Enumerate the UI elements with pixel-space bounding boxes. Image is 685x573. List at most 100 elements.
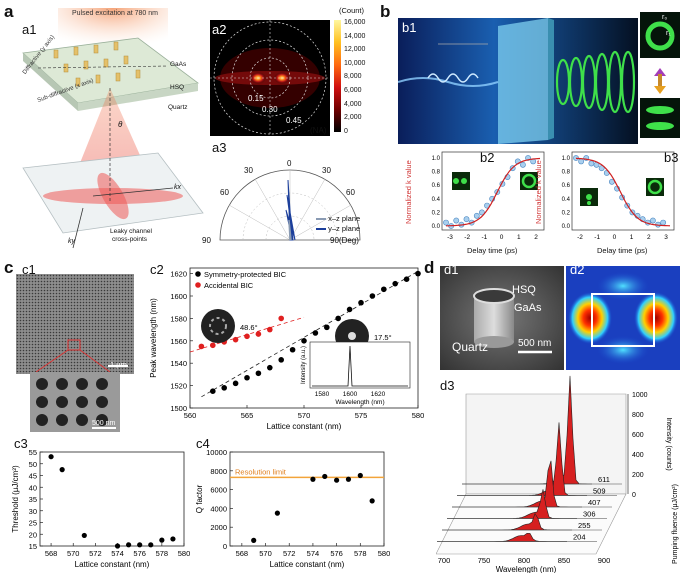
- legend-symmetry: Symmetry-protected BIC: [204, 270, 287, 279]
- a2-count-label: (Count): [339, 6, 365, 15]
- y-tick-label: 35: [29, 495, 37, 504]
- y-tick-label: 0.2: [562, 210, 571, 216]
- inset-ring: [209, 317, 227, 335]
- y-tick-label: 1.0: [562, 156, 571, 162]
- data-point-threshold: [170, 536, 176, 542]
- a2-ring-030: 0.30: [262, 105, 278, 114]
- legend-marker-accidental: [195, 282, 201, 288]
- b2-inset-modes: [452, 172, 538, 190]
- x-tick-label: 1: [517, 234, 521, 241]
- data-point-symmetry-bic: [221, 385, 227, 391]
- x-tick-label: 2: [647, 234, 651, 241]
- a2-tick: 10,000: [344, 59, 366, 67]
- data-point-symmetry-bic: [289, 346, 296, 353]
- x-axis-label: Wavelength (nm): [496, 565, 557, 573]
- x-tick-label: 568: [236, 549, 249, 558]
- legend-marker-symmetry: [195, 271, 201, 277]
- a1-schematic: [22, 8, 204, 249]
- y-axis-label: Pumping fluence (µJ/cm²): [672, 484, 679, 564]
- z-axis-label: Intensity (counts): [665, 417, 672, 470]
- inset-xlabel: Wavelength (nm): [335, 399, 384, 406]
- x-tick-label: -2: [577, 234, 583, 241]
- b3-plot: -2 -1 0 1 2 3 1.0 0.8 0.6 0.4 0.2 0.0: [562, 151, 675, 241]
- data-point-q: [345, 476, 352, 482]
- x-tick-label: 2: [534, 234, 538, 241]
- fluence-label: 407: [588, 498, 601, 507]
- x-tick-label: 3: [664, 234, 668, 241]
- x-tick-label: 574: [111, 549, 124, 558]
- a2-colorbar-ticks: 16,000 14,000 12,000 10,000 8,000 6,000 …: [344, 16, 365, 138]
- x-tick-label: 576: [133, 549, 146, 558]
- x-tick-label: 575: [355, 411, 368, 420]
- panel-label-b3: b3: [664, 150, 679, 165]
- fluence-label: 306: [583, 510, 596, 519]
- data-point-threshold: [126, 542, 132, 548]
- y-tick-label: 0: [223, 542, 227, 551]
- a3-polar-plot: [219, 169, 361, 241]
- a2-na-label: (NA): [310, 126, 327, 135]
- y-tick-label: 10000: [206, 448, 227, 457]
- b1-r0-label: r₀: [662, 14, 668, 21]
- x-tick-label: 800: [518, 556, 531, 565]
- data-point-k: [520, 161, 526, 168]
- y-tick-label: 20: [29, 530, 37, 539]
- data-point-symmetry-bic: [358, 299, 364, 306]
- a1-hsq-label: HSQ: [170, 84, 185, 91]
- y-tick-label: 0.0: [432, 224, 441, 230]
- c1-scale-500nm: 500 nm: [92, 420, 116, 427]
- y-tick-label: 1540: [170, 359, 187, 368]
- a1-cross-label: cross-points: [112, 236, 148, 243]
- x-tick-label: 565: [241, 411, 254, 420]
- x-tick-label: 900: [598, 556, 611, 565]
- z-tick-label: 200: [632, 472, 644, 479]
- a3-legend-xz: x–z plane: [328, 214, 361, 223]
- c2-chart: 560 565 570 575 580 1500 1520 1540 1560 1580 1600 1…: [149, 267, 424, 431]
- x-tick-label: 0: [500, 234, 504, 241]
- fluence-label: 204: [573, 533, 586, 542]
- z-tick-label: 0: [632, 492, 636, 499]
- y-tick-label: 0.4: [562, 197, 571, 203]
- data-point-k: [650, 217, 656, 224]
- x-tick-label: 560: [184, 411, 197, 420]
- inset-ylabel: Intensity (a.u.): [301, 346, 307, 384]
- y-tick-label: 1600: [170, 292, 187, 301]
- data-point-q: [334, 477, 340, 483]
- x-axis-label: Lattice constant (nm): [270, 560, 345, 569]
- a1-quartz-label: Quartz: [168, 104, 188, 111]
- resolution-limit-label: Resolution limit: [235, 467, 287, 476]
- x-tick-label: 1: [630, 234, 634, 241]
- b3-inset-modes: [580, 178, 664, 206]
- panel-label-a2: a2: [212, 22, 227, 37]
- c3-chart: 568 570 572 574 576 578 580 15 20 25 30 35 40 45 50 55 L…: [11, 448, 190, 569]
- x-tick-label: 576: [330, 549, 343, 558]
- x-tick-label: 580: [412, 411, 424, 420]
- panel-label-c: c: [4, 258, 14, 277]
- panel-label-a: a: [4, 2, 14, 21]
- y-tick-label: 25: [29, 519, 37, 528]
- panel-label-b: b: [380, 2, 391, 21]
- panel-label-d2: d2: [570, 262, 585, 277]
- panel-label-d: d: [424, 258, 435, 277]
- b3-xlabel: Delay time (ps): [597, 246, 648, 255]
- y-axis-label: Q factor: [195, 484, 204, 513]
- data-point-q: [251, 537, 257, 543]
- y-tick-label: 1580: [170, 314, 187, 323]
- data-point-accidental-bic: [210, 342, 216, 349]
- y-tick-label: 55: [29, 448, 37, 457]
- data-point-symmetry-bic: [244, 374, 250, 381]
- data-point-threshold: [59, 467, 65, 473]
- inset-x-tick: 1580: [315, 391, 330, 398]
- data-point-symmetry-bic: [324, 324, 330, 331]
- d1-sem-image: [440, 266, 564, 370]
- x-tick-label: 570: [67, 549, 80, 558]
- panel-label-c3: c3: [14, 436, 28, 451]
- spectrum-inset-line: [312, 345, 408, 387]
- y-tick-label: 4000: [210, 504, 227, 513]
- inset-center: [348, 332, 356, 340]
- angle-accidental: 48.6°: [240, 323, 258, 332]
- a3-tick-90R: 90(Deg): [330, 236, 359, 245]
- a2-tick: 6,000: [344, 86, 362, 94]
- x-tick-label: 568: [45, 549, 58, 558]
- a2-colorbar: [334, 20, 341, 132]
- b1-vortex-image: [398, 18, 638, 144]
